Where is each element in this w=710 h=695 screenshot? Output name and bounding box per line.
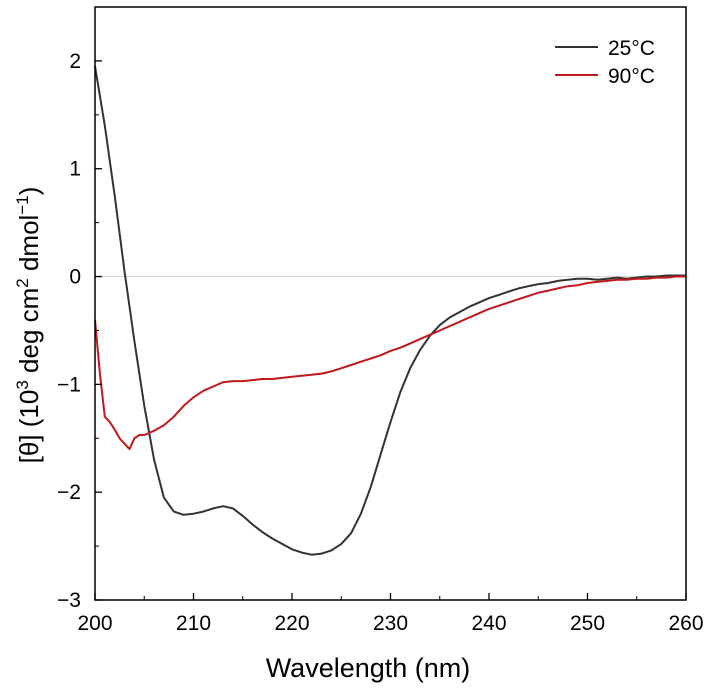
series-line-25c bbox=[94, 66, 686, 556]
y-title-mid: deg cm bbox=[14, 288, 44, 381]
x-tick-label: 250 bbox=[570, 612, 605, 635]
y-tick-label: 1 bbox=[69, 158, 81, 181]
x-tick-label: 220 bbox=[274, 612, 309, 635]
y-title-prefix: [θ] (10 bbox=[14, 390, 44, 464]
x-tick-label: 200 bbox=[77, 612, 112, 635]
y-tick-label: −2 bbox=[57, 481, 81, 504]
legend-label-25c: 25°C bbox=[608, 37, 655, 60]
y-title-close: ) bbox=[14, 187, 44, 196]
x-tick-label: 260 bbox=[668, 612, 703, 635]
y-axis-title: [θ] (103 deg cm2 dmol−1) bbox=[13, 187, 44, 464]
x-tick-label: 230 bbox=[373, 612, 408, 635]
axes-layer: 200 210 220 230 240 250 260 −3 −2 −1 0 1 2 bbox=[57, 6, 704, 635]
y-title-exp3: −1 bbox=[13, 195, 32, 214]
y-title-exp1: 3 bbox=[13, 380, 32, 389]
y-title-exp2: 2 bbox=[13, 278, 32, 287]
x-tick-label: 240 bbox=[471, 612, 506, 635]
y-tick-label: 2 bbox=[69, 50, 81, 73]
series-line-90c bbox=[94, 275, 686, 451]
y-tick-label: −1 bbox=[57, 373, 81, 396]
y-tick-label: 0 bbox=[69, 266, 81, 289]
y-tick-label: −3 bbox=[57, 589, 81, 612]
x-axis-title: Wavelength (nm) bbox=[266, 653, 471, 683]
x-tick-label: 210 bbox=[176, 612, 211, 635]
plot-frame bbox=[94, 6, 687, 601]
legend: 25°C 90°C bbox=[555, 37, 655, 88]
y-title-suffix: dmol bbox=[14, 215, 44, 279]
series-layer bbox=[94, 66, 686, 556]
legend-label-90c: 90°C bbox=[608, 65, 655, 88]
